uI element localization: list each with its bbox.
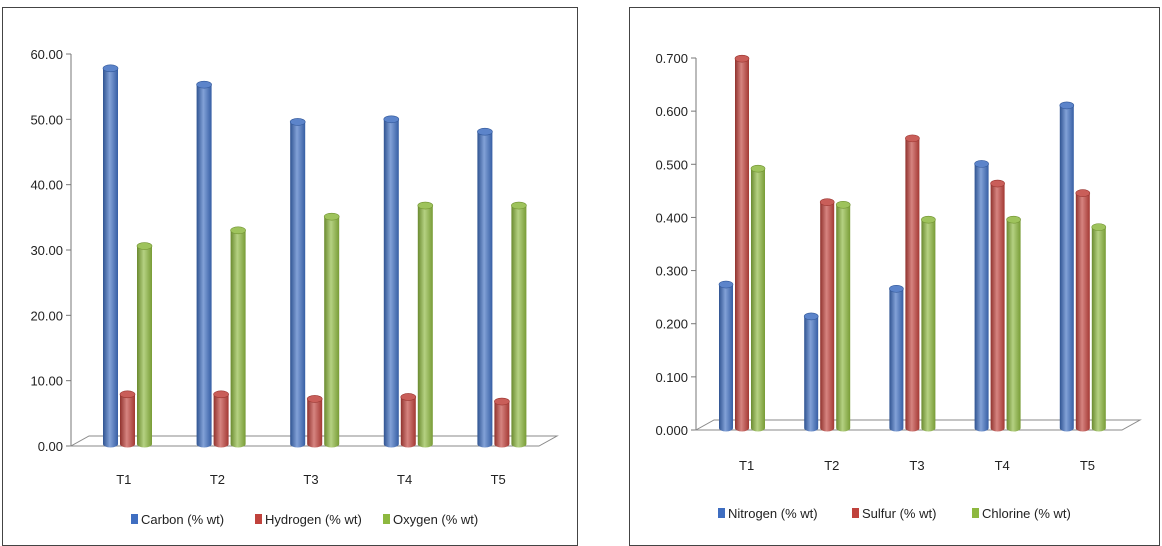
x-tick-label: T2: [210, 472, 225, 487]
bar-t4-sulfur: [990, 179, 1005, 432]
y-tick-label: 50.00: [30, 112, 63, 127]
bar-t4-carbon: [383, 115, 400, 448]
y-tick-label: 0.300: [655, 264, 688, 279]
bar-t1-hydrogen: [119, 390, 136, 448]
bar-t4-chlorine: [1006, 215, 1021, 432]
legend-label: Oxygen (% wt): [393, 512, 478, 527]
legend-label: Chlorine (% wt): [982, 506, 1071, 521]
bar-t1-chlorine: [750, 164, 766, 432]
legend-swatch: [255, 514, 262, 524]
y-tick-label: 40.00: [30, 178, 63, 193]
bar-t4-nitrogen: [974, 160, 989, 432]
bar-t3-carbon: [289, 118, 306, 448]
y-tick-label: 0.700: [655, 51, 688, 66]
bar-t5-nitrogen: [1059, 101, 1075, 432]
legend-swatch: [972, 508, 979, 518]
bar-t1-carbon: [102, 64, 119, 448]
bar-t3-hydrogen: [306, 395, 323, 448]
bar-t1-oxygen: [136, 242, 153, 448]
bar-t1-nitrogen: [718, 280, 734, 432]
y-tick-label: 30.00: [30, 243, 63, 258]
bar-t3-oxygen: [323, 212, 340, 448]
legend-label: Hydrogen (% wt): [265, 512, 362, 527]
x-tick-label: T2: [824, 458, 839, 473]
legend-item: Chlorine (% wt): [972, 506, 1071, 521]
bar-t2-hydrogen: [213, 390, 229, 448]
legend-swatch: [852, 508, 859, 518]
bar-t2-chlorine: [835, 201, 851, 432]
bar-t1-sulfur: [734, 54, 750, 432]
y-tick-label: 0.400: [655, 210, 688, 225]
x-tick-label: T1: [116, 472, 131, 487]
legend-item: Nitrogen (% wt): [718, 506, 818, 521]
bar-t3-chlorine: [921, 215, 936, 432]
bar-t2-carbon: [196, 80, 212, 448]
legend-label: Sulfur (% wt): [862, 506, 936, 521]
bar-t3-nitrogen: [889, 284, 904, 432]
y-tick-label: 0.600: [655, 104, 688, 119]
bar-t5-oxygen: [511, 201, 527, 448]
y-tick-label: 0.200: [655, 317, 688, 332]
legend-swatch: [131, 514, 138, 524]
x-tick-label: T5: [1080, 458, 1095, 473]
y-tick-label: 60.00: [30, 47, 63, 62]
bar-t5-hydrogen: [494, 397, 510, 448]
legend-swatch: [383, 514, 390, 524]
legend-item: Sulfur (% wt): [852, 506, 936, 521]
legend-item: Oxygen (% wt): [383, 512, 478, 527]
bar-t2-sulfur: [819, 198, 835, 432]
bar-t5-carbon: [477, 127, 493, 448]
legend-swatch: [718, 508, 725, 518]
legend-item: Carbon (% wt): [131, 512, 224, 527]
bar-t2-nitrogen: [803, 312, 819, 432]
chart-panel-left: 0.00 10.00 20.00 30.00 40.00 50.00 60.00 T1 T2 T3…: [2, 7, 578, 546]
legend-label: Carbon (% wt): [141, 512, 224, 527]
x-tick-label: T4: [995, 458, 1010, 473]
x-tick-label: T5: [491, 472, 506, 487]
bar-t3-sulfur: [905, 134, 920, 432]
y-tick-label: 0.00: [38, 439, 63, 454]
legend-label: Nitrogen (% wt): [728, 506, 818, 521]
chart-panel-right: 0.000 0.100 0.200 0.300 0.400 0.500 0.600 0.700…: [629, 7, 1160, 546]
x-tick-label: T3: [303, 472, 318, 487]
x-tick-label: T4: [397, 472, 412, 487]
y-tick-label: 0.100: [655, 370, 688, 385]
legend-item: Hydrogen (% wt): [255, 512, 362, 527]
x-tick-label: T1: [739, 458, 754, 473]
bar-t4-oxygen: [417, 201, 434, 448]
bar-chart-right: 0.000 0.100 0.200 0.300 0.400 0.500 0.600 0.700…: [655, 51, 1142, 521]
bar-t5-sulfur: [1075, 189, 1091, 432]
y-tick-label: 0.000: [655, 423, 688, 438]
y-tick-label: 20.00: [30, 308, 63, 323]
x-tick-label: T3: [909, 458, 924, 473]
bar-chart-left: 0.00 10.00 20.00 30.00 40.00 50.00 60.00 T1 T2 T3…: [30, 47, 559, 527]
y-tick-label: 10.00: [30, 374, 63, 389]
bar-t5-chlorine: [1091, 223, 1107, 432]
bar-t2-oxygen: [230, 226, 246, 448]
y-tick-label: 0.500: [655, 157, 688, 172]
bar-t4-hydrogen: [400, 393, 417, 448]
